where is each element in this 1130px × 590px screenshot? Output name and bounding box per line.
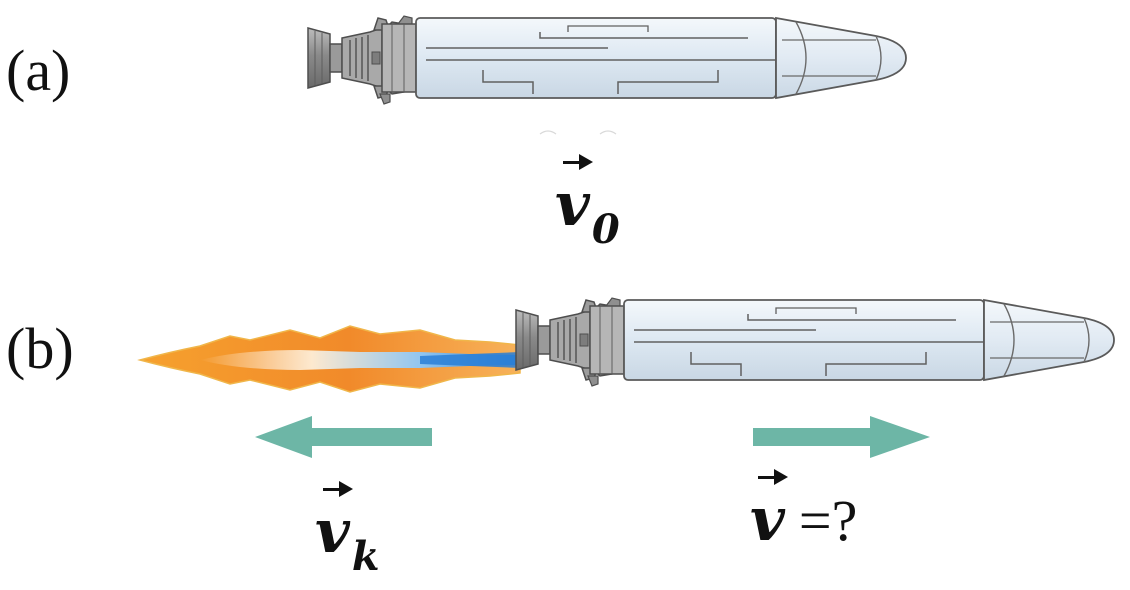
rocket-a	[307, 15, 907, 105]
label-v: v =?	[750, 469, 858, 555]
exhaust-flame	[137, 325, 521, 393]
arrow-left-exhaust-velocity	[255, 416, 432, 458]
rocket-b	[515, 297, 1115, 387]
label-v0: v0	[555, 154, 620, 253]
v0-subscript: 0	[591, 206, 620, 253]
artifact-mark	[539, 130, 617, 135]
label-vk: vk	[315, 481, 380, 580]
v-symbol: v	[750, 469, 788, 555]
v0-symbol: v	[555, 154, 593, 240]
panel-label-b: (b)	[6, 316, 74, 381]
v-equals-question: =?	[798, 488, 858, 553]
vk-subscript: k	[351, 533, 380, 580]
arrow-right-rocket-velocity	[753, 416, 930, 458]
panel-label-a: (a)	[6, 38, 71, 103]
vk-symbol: v	[315, 481, 353, 567]
